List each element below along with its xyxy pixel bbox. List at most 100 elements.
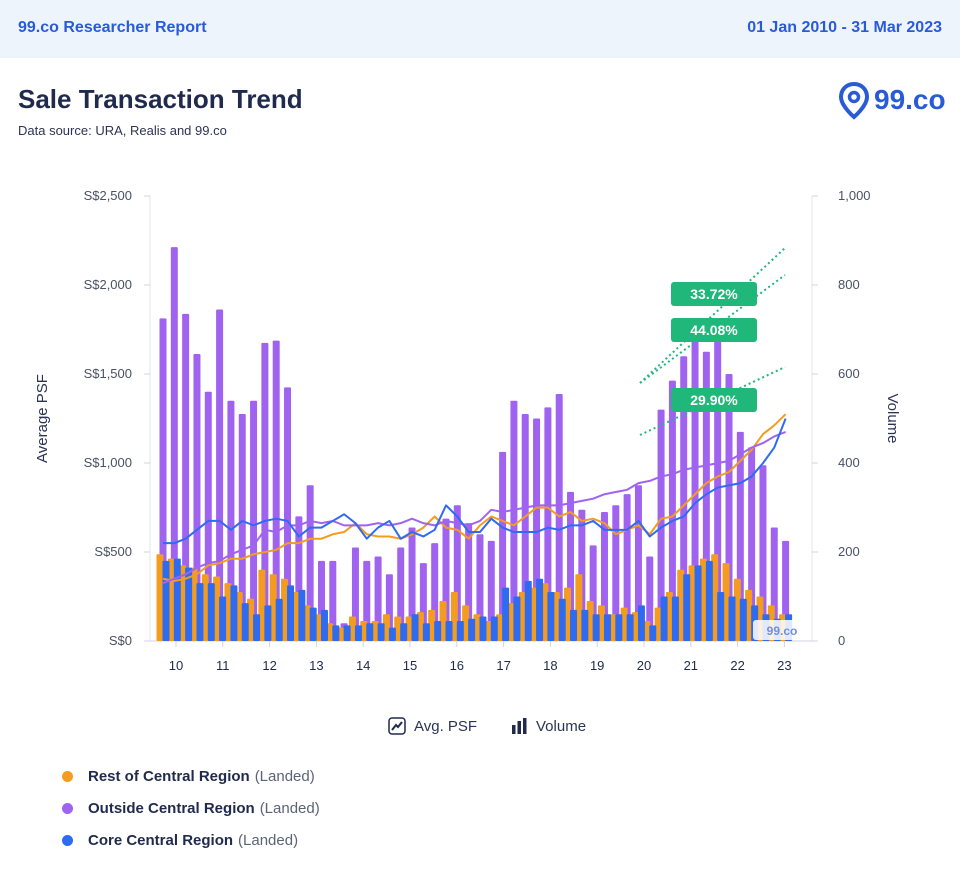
volume-bar: [552, 592, 560, 641]
y-axis-right-title: Volume: [884, 393, 901, 443]
legend-item-rest-central[interactable]: Rest of Central Region (Landed): [62, 760, 320, 792]
bar-chart-icon: [512, 718, 527, 734]
volume-bar: [261, 342, 269, 641]
volume-bar: [558, 598, 566, 641]
growth-badge: [671, 318, 757, 342]
volume-bar: [513, 596, 521, 641]
y-left-tick-label: S$0: [109, 633, 132, 648]
volume-bar: [156, 554, 164, 641]
growth-badge-label: 33.72%: [690, 286, 738, 302]
volume-bar: [400, 623, 408, 641]
y-axis-left-title: Average PSF: [34, 374, 51, 463]
volume-bar: [190, 567, 198, 641]
volume-bar: [603, 614, 611, 641]
volume-bar: [374, 556, 382, 641]
logo-text: 99.co: [874, 84, 946, 115]
volume-bar: [320, 609, 328, 641]
page-title: Sale Transaction Trend: [18, 84, 303, 114]
volume-bar: [609, 614, 617, 641]
volume-bar: [416, 612, 424, 641]
y-left-tick-label: S$500: [94, 544, 132, 559]
volume-bar: [213, 576, 221, 641]
volume-bar: [201, 574, 209, 641]
volume-bar: [388, 627, 396, 641]
growth-badge: [671, 388, 757, 412]
volume-bar: [450, 592, 458, 641]
volume-bar: [502, 587, 510, 641]
x-tick-label: 17: [496, 658, 510, 673]
volume-bar: [309, 607, 317, 641]
volume-bar: [348, 616, 356, 641]
volume-bar: [728, 596, 736, 641]
y-right-tick-label: 400: [838, 455, 860, 470]
volume-bar: [705, 560, 713, 641]
volume-bar: [490, 616, 498, 641]
volume-bar: [592, 614, 600, 641]
volume-bar: [272, 340, 280, 641]
x-tick-label: 23: [777, 658, 791, 673]
volume-bar: [258, 569, 266, 641]
volume-bar: [699, 558, 707, 641]
volume-bar: [275, 598, 283, 641]
volume-bar: [668, 380, 676, 641]
y-left-tick-label: S$1,000: [84, 455, 132, 470]
volume-bar: [615, 614, 623, 641]
volume-bar: [173, 558, 181, 641]
volume-bar: [253, 614, 261, 641]
legend-item-core-central[interactable]: Core Central Region (Landed): [62, 824, 320, 856]
y-left-tick-label: S$2,000: [84, 277, 132, 292]
volume-bar: [377, 623, 385, 641]
x-tick-label: 21: [684, 658, 698, 673]
volume-bar: [518, 592, 526, 641]
volume-bar: [626, 614, 634, 641]
volume-bar: [360, 620, 368, 641]
x-tick-label: 10: [169, 658, 183, 673]
location-pin-icon: [838, 81, 870, 120]
volume-bar: [530, 587, 538, 641]
volume-bar: [745, 589, 753, 641]
y-right-tick-label: 0: [838, 633, 845, 648]
volume-label: Volume: [536, 717, 587, 735]
volume-bar: [411, 614, 419, 641]
volume-bar: [555, 394, 563, 641]
volume-bar: [570, 609, 578, 641]
volume-bar: [185, 567, 193, 641]
volume-bar: [456, 620, 464, 641]
volume-bar: [541, 583, 549, 641]
brand-logo: 99.co: [838, 81, 946, 120]
line-chart-icon: [388, 717, 406, 735]
volume-bar: [162, 560, 170, 641]
x-tick-label: 14: [356, 658, 370, 673]
legend-type: (Landed): [238, 831, 299, 849]
growth-badge-label: 29.90%: [690, 392, 738, 408]
volume-bar: [722, 563, 730, 641]
x-tick-label: 13: [309, 658, 323, 673]
psf-line: [162, 431, 786, 585]
volume-bar: [250, 400, 258, 641]
volume-bar: [462, 605, 470, 641]
legend-item-outside-central[interactable]: Outside Central Region (Landed): [62, 792, 320, 824]
volume-bar: [382, 614, 390, 641]
y-left-tick-label: S$2,500: [84, 188, 132, 203]
volume-bar: [620, 607, 628, 641]
volume-bar: [182, 313, 190, 641]
volume-bar: [547, 592, 555, 641]
legend-name: Outside Central Region: [88, 799, 255, 817]
volume-bar: [298, 589, 306, 641]
volume-bar: [510, 400, 518, 641]
volume-bar: [354, 625, 362, 641]
watermark-text: 99.co: [767, 624, 798, 638]
volume-bar: [688, 565, 696, 641]
y-right-tick-label: 200: [838, 544, 860, 559]
x-tick-label: 19: [590, 658, 604, 673]
volume-bar: [227, 400, 235, 641]
legend-type: (Landed): [259, 799, 320, 817]
volume-bar: [235, 592, 243, 641]
volume-bar: [536, 578, 544, 641]
chart-axes: S$2,500 S$2,000 S$1,500 S$1,000 S$500 S$0 1,00…: [34, 188, 901, 673]
avg-psf-toggle[interactable]: Avg. PSF: [388, 714, 477, 738]
volume-bar: [484, 620, 492, 641]
volume-bar: [337, 627, 345, 641]
volume-toggle[interactable]: Volume: [510, 714, 586, 738]
volume-bar: [371, 620, 379, 641]
